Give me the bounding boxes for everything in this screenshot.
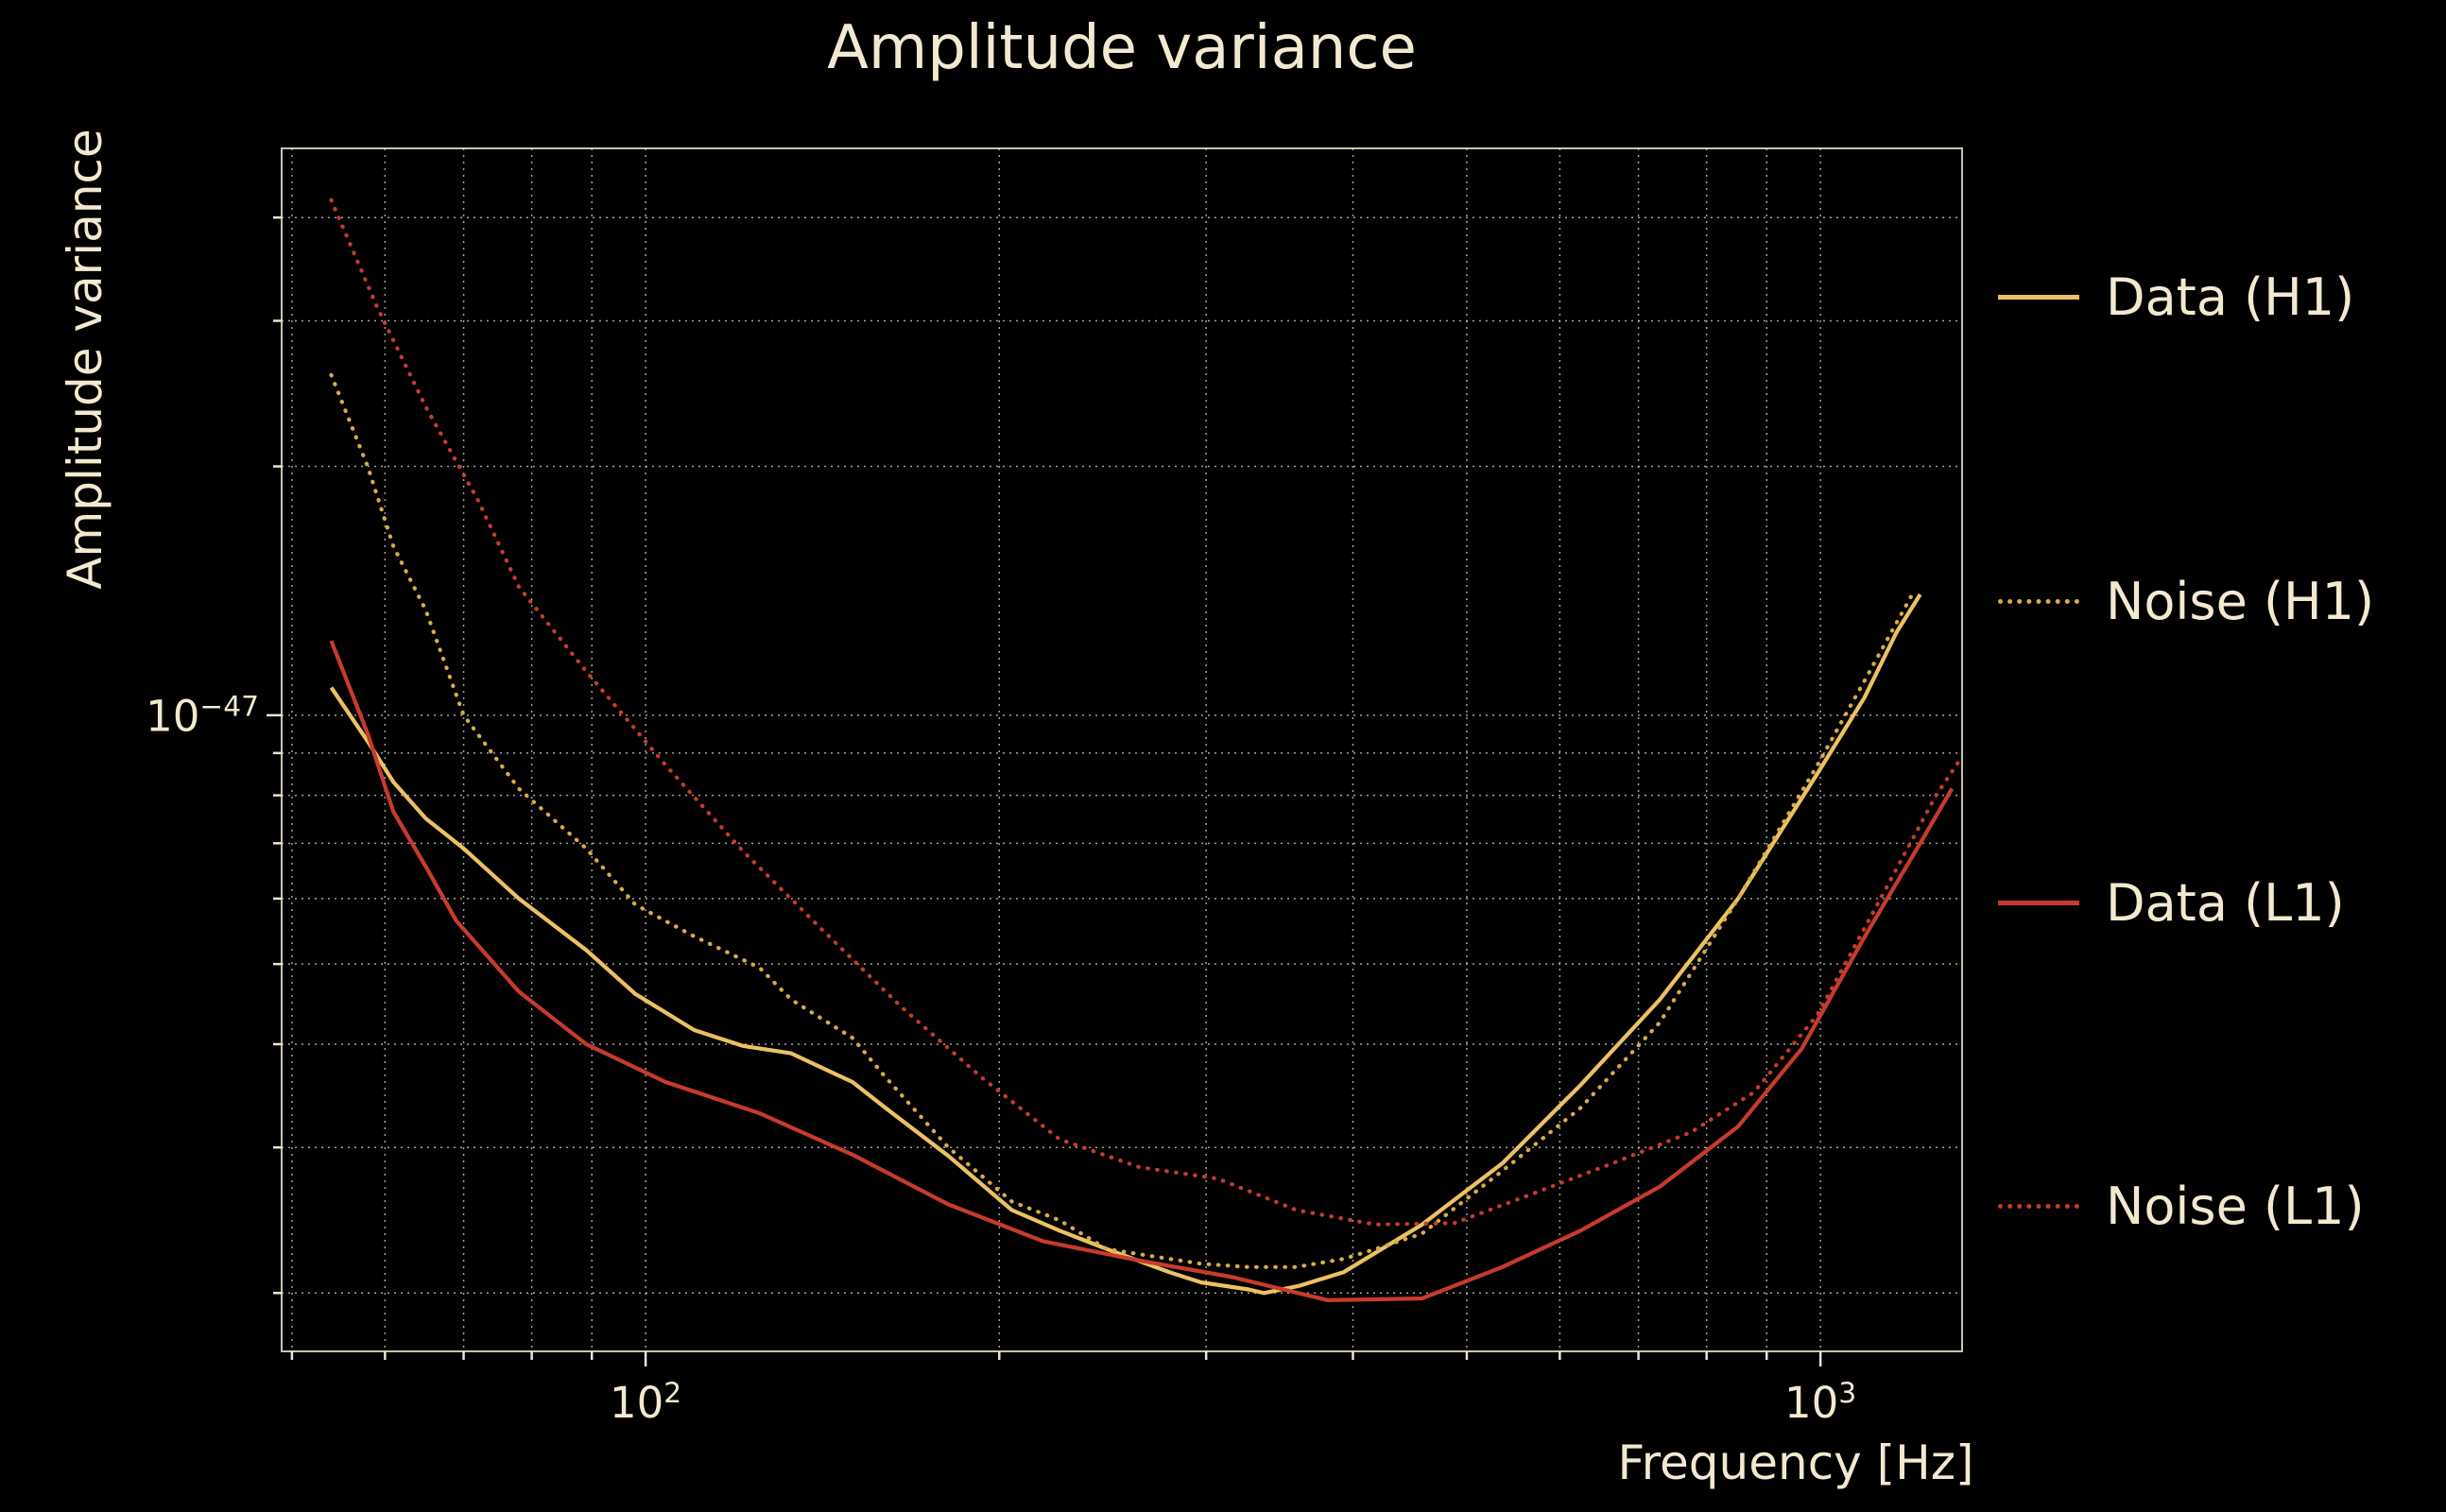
- legend-item-data-l1: Data (L1): [1998, 872, 2345, 933]
- legend-item-noise-l1: Noise (L1): [1998, 1176, 2365, 1236]
- legend-item-data-h1: Data (H1): [1998, 266, 2354, 327]
- legend-line-sample: [1998, 900, 2079, 905]
- series-noise-h1: [329, 372, 1915, 1269]
- legend-line-sample: [1998, 598, 2079, 604]
- axes-frame: [281, 147, 1963, 1352]
- chart-title: Amplitude variance: [827, 13, 1417, 83]
- legend-line-sample: [1998, 1203, 2079, 1209]
- legend-label: Noise (H1): [2106, 571, 2375, 631]
- legend-label: Data (L1): [2106, 872, 2345, 933]
- series-data-h1: [329, 593, 1922, 1296]
- legend-label: Data (H1): [2106, 266, 2355, 327]
- y-axis-label: Amplitude variance: [58, 129, 112, 590]
- series-data-l1: [329, 640, 1955, 1302]
- legend-label: Noise (L1): [2106, 1176, 2365, 1236]
- legend-line-sample: [1998, 294, 2079, 300]
- series-noise-l1: [329, 198, 1961, 1227]
- x-tick-label: 102: [610, 1377, 682, 1428]
- y-tick-label: 10−47: [146, 690, 259, 742]
- legend-item-noise-h1: Noise (H1): [1998, 571, 2374, 631]
- x-axis-label: Frequency [Hz]: [1617, 1435, 1974, 1490]
- x-tick-label: 103: [1784, 1377, 1857, 1428]
